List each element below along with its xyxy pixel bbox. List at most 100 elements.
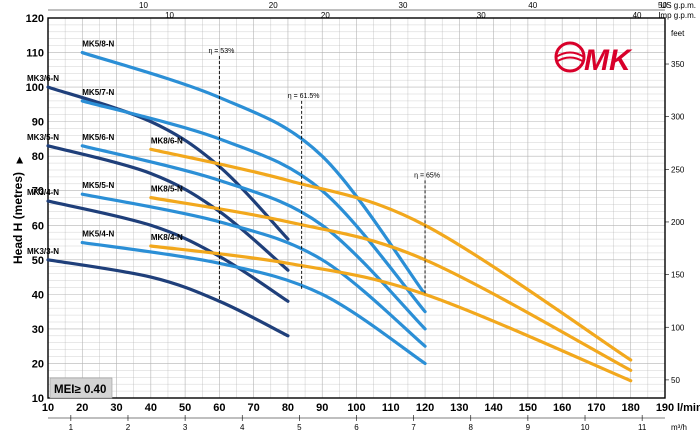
m3h-tick-label: 11 xyxy=(638,423,647,432)
series-label: MK3/6-N xyxy=(27,74,59,83)
logo-swoosh-icon xyxy=(555,51,585,63)
series-line-mk8-6-n xyxy=(149,147,633,362)
x-tick-label: 20 xyxy=(76,402,88,414)
x-tick-label: 100 xyxy=(347,402,365,414)
x-tick-label: 80 xyxy=(282,402,294,414)
mk-logo: MK xyxy=(554,41,633,77)
efficiency-lines: η = 53% η = 61.5% η = 65% xyxy=(208,48,440,302)
m3h-tick-label: 5 xyxy=(297,423,302,432)
feet-tick-label: 150 xyxy=(671,271,685,280)
x-tick-label: 30 xyxy=(110,402,122,414)
feet-tick-label: 100 xyxy=(671,323,685,332)
y-axis-arrow-icon: ▶ xyxy=(14,156,24,163)
us-gpm-unit-label: US g.p.m. xyxy=(660,1,696,10)
us-gpm-tick-label: 50 xyxy=(658,1,667,10)
x-tick-label: 180 xyxy=(622,402,640,414)
series-label: MK5/7-N xyxy=(82,88,114,97)
series-label: MK5/8-N xyxy=(82,40,114,49)
m3h-tick-label: 2 xyxy=(126,423,131,432)
series-label: MK8/6-N xyxy=(151,136,183,145)
series-line-mk5-8-n xyxy=(80,50,427,296)
us-gpm-tick-label: 30 xyxy=(399,1,408,10)
x-tick-label: 10 xyxy=(42,402,54,414)
series-line-mk8-4-n xyxy=(149,244,633,383)
y-tick-label: 70 xyxy=(32,186,44,198)
y-tick-label: 80 xyxy=(32,151,44,163)
y-axis-label: Head H (metres) xyxy=(11,172,25,264)
m3h-tick-label: 8 xyxy=(469,423,474,432)
series-label: MK3/4-N xyxy=(27,188,59,197)
series-labels: MK3/3-N MK3/4-N MK3/5-N MK3/6-N MK5/4-N MK5/5… xyxy=(27,40,183,256)
x-tick-label: 90 xyxy=(316,402,328,414)
m3h-tick-label: 6 xyxy=(354,423,359,432)
x-tick-label: 60 xyxy=(213,402,225,414)
x-tick-label: 160 xyxy=(553,402,571,414)
series-line-mk5-5-n xyxy=(80,192,427,348)
x-tick-label: 150 xyxy=(519,402,537,414)
feet-tick-label: 50 xyxy=(671,376,680,385)
m3h-tick-label: 7 xyxy=(411,423,416,432)
series-layer xyxy=(46,50,633,383)
series-label: MK5/5-N xyxy=(82,181,114,190)
x-tick-label: 120 xyxy=(416,402,434,414)
x-tick-label: 40 xyxy=(145,402,157,414)
x-tick-label: 50 xyxy=(179,402,191,414)
series-line-mk3-3-n xyxy=(46,258,290,338)
imp-gpm-tick-label: 40 xyxy=(633,11,642,20)
mei-badge: MEI≥ 0.40 xyxy=(49,377,113,399)
m3h-tick-label: 10 xyxy=(581,423,590,432)
y-tick-label: 100 xyxy=(26,82,44,94)
x-tick-label: 170 xyxy=(587,402,605,414)
series-line-mk3-5-n xyxy=(46,144,290,272)
feet-unit-label: feet xyxy=(671,29,685,38)
logo-text: MK xyxy=(584,44,633,77)
feet-tick-label: 350 xyxy=(671,60,685,69)
series-label: MK8/4-N xyxy=(151,233,183,242)
m3h-unit-label: m³/h xyxy=(671,423,687,432)
y-tick-label: 10 xyxy=(32,393,44,405)
x-tick-label: 70 xyxy=(248,402,260,414)
x-tick-label: 190 xyxy=(656,402,674,414)
series-line-mk5-4-n xyxy=(80,240,427,366)
series-label: MK3/5-N xyxy=(27,133,59,142)
y-tick-label: 20 xyxy=(32,358,44,370)
efficiency-label: η = 65% xyxy=(414,172,440,179)
imp-gpm-unit-label: Imp g.p.m. xyxy=(658,11,696,20)
series-line-mk3-4-n xyxy=(46,199,290,303)
m3h-tick-label: 3 xyxy=(183,423,188,432)
imp-gpm-tick-label: 10 xyxy=(165,11,174,20)
mei-badge-text: MEI≥ 0.40 xyxy=(54,384,106,396)
series-label: MK5/4-N xyxy=(82,230,114,239)
series-line-mk5-6-n xyxy=(80,144,427,331)
y-tick-label: 30 xyxy=(32,324,44,336)
imp-gpm-tick-label: 20 xyxy=(321,11,330,20)
y-tick-label: 120 xyxy=(26,13,44,25)
efficiency-label: η = 53% xyxy=(208,48,234,55)
x-tick-label: 130 xyxy=(450,402,468,414)
imp-gpm-tick-label: 30 xyxy=(477,11,486,20)
feet-tick-label: 250 xyxy=(671,165,685,174)
y-tick-label: 40 xyxy=(32,289,44,301)
m3h-tick-label: 1 xyxy=(69,423,74,432)
y-tick-label: 60 xyxy=(32,220,44,232)
mei-badge-box xyxy=(49,377,113,399)
feet-tick-label: 300 xyxy=(671,113,685,122)
efficiency-label: η = 61.5% xyxy=(288,93,320,100)
feet-tick-label: 200 xyxy=(671,218,685,227)
x-tick-label: 110 xyxy=(382,402,400,414)
grid-lines xyxy=(47,17,666,399)
us-gpm-tick-label: 20 xyxy=(269,1,278,10)
y-tick-label: 90 xyxy=(32,117,44,129)
x-axis-label: l/min xyxy=(677,402,700,414)
series-line-mk3-6-n xyxy=(46,85,290,241)
x-tick-label: 140 xyxy=(484,402,502,414)
us-gpm-tick-label: 40 xyxy=(528,1,537,10)
series-line-mk5-7-n xyxy=(80,99,427,314)
m3h-tick-label: 4 xyxy=(240,423,245,432)
y-tick-label: 110 xyxy=(26,48,44,60)
us-gpm-tick-label: 10 xyxy=(139,1,148,10)
series-label: MK3/3-N xyxy=(27,247,59,256)
series-label: MK5/6-N xyxy=(82,133,114,142)
